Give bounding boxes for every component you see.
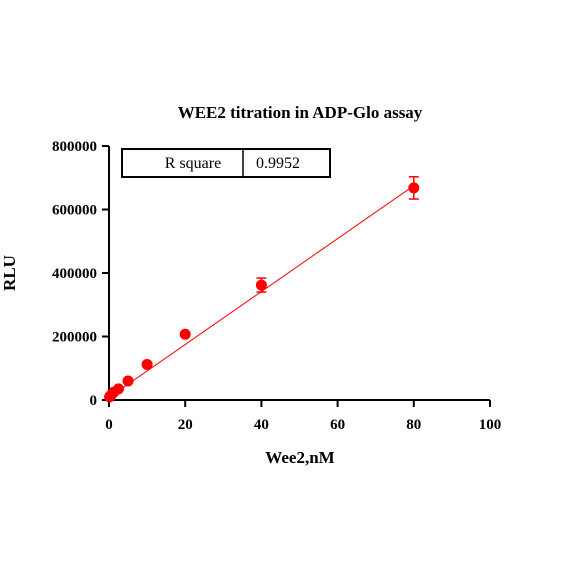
x-tick-label: 100 [479,417,502,433]
chart-title: WEE2 titration in ADP-Glo assay [178,103,423,122]
y-tick-label: 0 [90,393,98,409]
x-tick-label: 20 [178,417,193,433]
data-point [255,279,267,291]
axes: 0 20 40 60 80 100 0 200000 400000 600000 800000 [52,139,501,433]
y-tick-label: 200000 [52,330,97,346]
x-tick-label: 60 [330,417,345,433]
data-point [113,383,125,395]
data-point [122,375,134,387]
data-point [408,182,420,194]
x-tick-label: 0 [105,417,113,433]
stats-table-value: 0.9952 [256,155,300,172]
stats-table-border [121,148,331,178]
data-point [179,328,191,340]
stats-table: R square 0.9952 [121,148,331,178]
stats-table-label: R square [165,155,221,172]
y-tick-label: 600000 [52,203,97,219]
x-tick-label: 80 [406,417,421,433]
data-points-layer [104,176,420,403]
y-tick-label: 800000 [52,139,97,155]
x-axis-label: Wee2,nM [265,448,334,467]
x-tick-label: 40 [254,417,269,433]
y-tick-label: 400000 [52,266,97,282]
data-point [141,358,153,370]
y-axis-label: RLU [0,255,19,291]
